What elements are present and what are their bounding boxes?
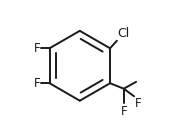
Text: F: F <box>120 105 127 118</box>
Text: F: F <box>34 42 40 55</box>
Text: F: F <box>135 97 141 110</box>
Text: Cl: Cl <box>118 27 130 40</box>
Text: F: F <box>34 77 40 90</box>
